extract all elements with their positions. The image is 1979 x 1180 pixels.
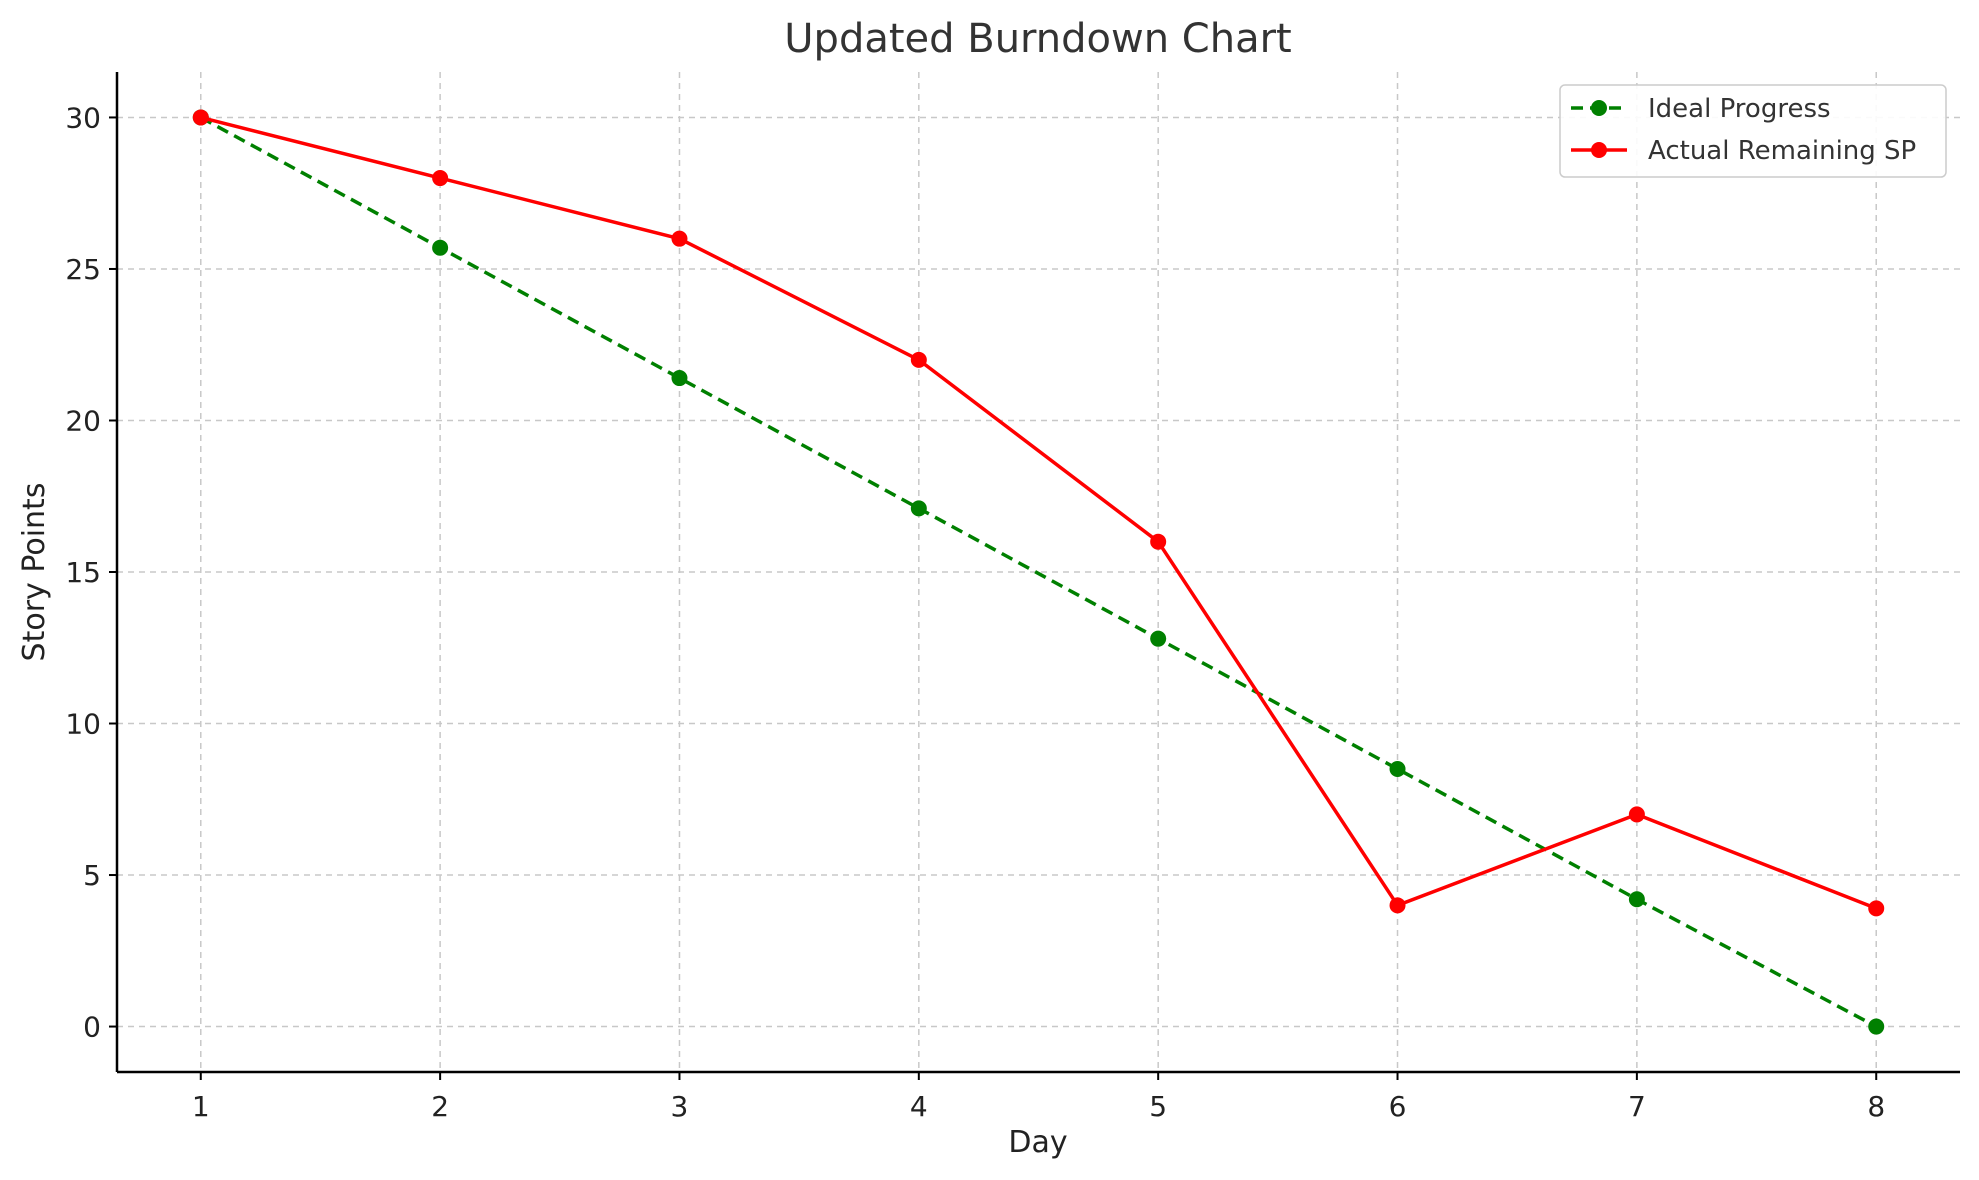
data-point-ideal-progress: [1150, 630, 1167, 647]
y-axis-label: Story Points: [17, 483, 52, 662]
x-tick-label: 2: [431, 1090, 449, 1123]
series-line-ideal-progress: [199, 115, 1878, 1029]
legend-marker-actual-remaining: [1591, 142, 1607, 158]
x-axis-label: Day: [1008, 1125, 1067, 1160]
y-tick-label: 5: [83, 859, 101, 892]
legend: Ideal Progress Actual Remaining SP: [1559, 84, 1947, 178]
y-tick-label: 30: [65, 101, 101, 134]
y-tick-label: 20: [65, 404, 101, 437]
data-point-ideal-progress: [1389, 760, 1406, 777]
data-point-ideal-progress: [910, 500, 927, 517]
data-point-ideal-progress: [432, 239, 449, 256]
tick-labels: 1 2 3 4 5 6 7 8 0 5 10 15 20 25 30: [65, 101, 1885, 1123]
y-tick-label: 25: [65, 253, 101, 286]
data-point-actual-remaining-sp: [671, 230, 688, 247]
data-point-actual-remaining-sp: [1868, 900, 1885, 917]
data-point-ideal-progress: [671, 370, 688, 387]
data-point-actual-remaining-sp: [910, 351, 927, 368]
legend-label-actual-remaining: Actual Remaining SP: [1648, 136, 1916, 166]
y-tick-label: 15: [65, 556, 101, 589]
chart-title: Updated Burndown Chart: [784, 16, 1291, 62]
x-tick-label: 3: [671, 1090, 689, 1123]
y-tick-label: 10: [65, 708, 101, 741]
legend-label-ideal-progress: Ideal Progress: [1648, 94, 1831, 124]
x-tick-label: 4: [910, 1090, 928, 1123]
x-tick-label: 6: [1389, 1090, 1407, 1123]
data-point-actual-remaining-sp: [1389, 897, 1406, 914]
legend-box: [1559, 84, 1947, 178]
grid-lines: [117, 72, 1960, 1072]
data-point-ideal-progress: [1628, 891, 1645, 908]
series-line-actual-remaining-sp: [200, 115, 1877, 910]
x-tick-label: 8: [1867, 1090, 1885, 1123]
series-lines: [192, 109, 1885, 1035]
x-tick-label: 5: [1149, 1090, 1167, 1123]
data-point-ideal-progress: [1868, 1018, 1885, 1035]
data-point-actual-remaining-sp: [192, 109, 209, 126]
data-point-actual-remaining-sp: [1150, 533, 1167, 550]
data-point-actual-remaining-sp: [432, 170, 449, 187]
x-tick-label: 1: [192, 1090, 210, 1123]
data-point-actual-remaining-sp: [1628, 806, 1645, 823]
legend-marker-ideal-progress: [1591, 100, 1607, 116]
y-tick-label: 0: [83, 1011, 101, 1044]
x-tick-label: 7: [1628, 1090, 1646, 1123]
